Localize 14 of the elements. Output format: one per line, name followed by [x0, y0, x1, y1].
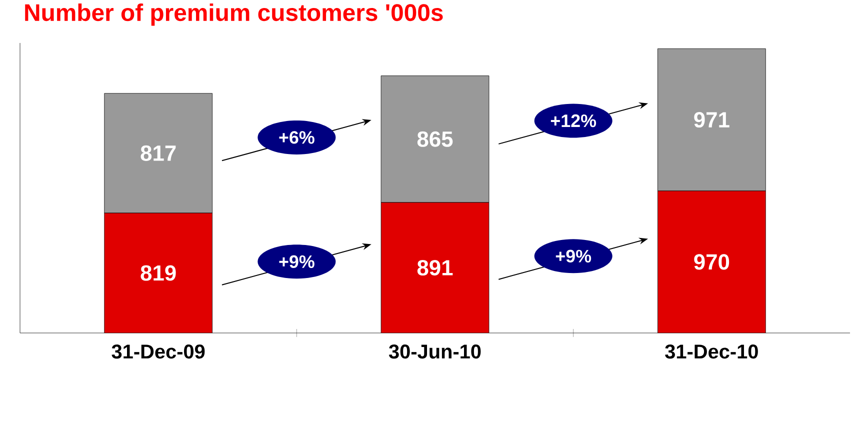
- annotation: +9%: [556, 250, 592, 262]
- x-tick-label: 31-Dec-10: [665, 344, 758, 359]
- data-label: 819: [140, 265, 176, 281]
- data-label: 891: [417, 260, 453, 276]
- annotation: +6%: [279, 131, 314, 144]
- annotation: +9%: [279, 255, 314, 268]
- chart-title: Number of premium customers '000s: [25, 4, 443, 26]
- data-label: 970: [694, 254, 730, 270]
- x-tick-label: 31-Dec-09: [112, 344, 205, 359]
- data-label: 865: [417, 131, 453, 147]
- annotation: +12%: [550, 114, 596, 128]
- x-tick-label: 30-Jun-10: [388, 344, 481, 359]
- data-label: 817: [140, 145, 176, 161]
- data-label: 971: [694, 112, 730, 128]
